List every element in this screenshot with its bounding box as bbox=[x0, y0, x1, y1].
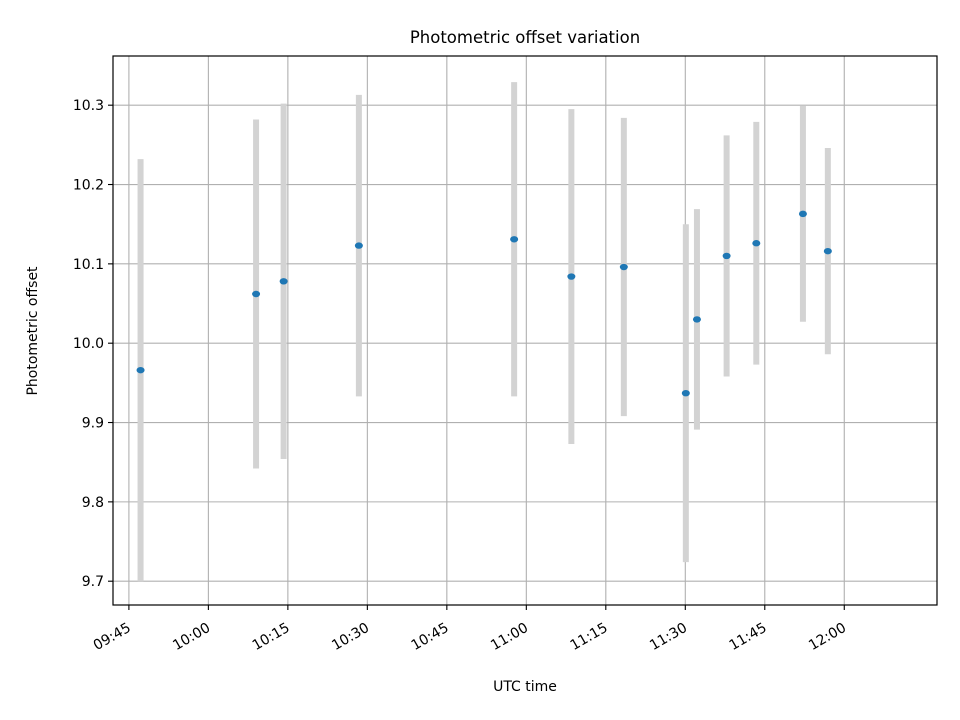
grid-lines bbox=[113, 56, 937, 605]
data-point bbox=[798, 210, 807, 218]
data-point bbox=[619, 263, 628, 271]
data-point bbox=[692, 316, 701, 323]
y-tick-label: 10.3 bbox=[73, 98, 104, 114]
y-tick-label: 10.1 bbox=[73, 257, 104, 273]
data-point bbox=[252, 290, 261, 298]
y-tick-label: 9.7 bbox=[82, 574, 104, 590]
y-tick-label: 10.0 bbox=[73, 336, 104, 352]
y-axis-ticks: 9.7 9.8 9.9 10.0 10.1 10.2 10.3 bbox=[73, 98, 113, 590]
y-tick-label: 9.9 bbox=[82, 416, 104, 432]
data-point bbox=[354, 242, 363, 249]
y-axis-label: Photometric offset bbox=[25, 266, 41, 396]
x-axis-label: UTC time bbox=[493, 679, 557, 695]
data-point bbox=[510, 236, 519, 243]
data-points bbox=[136, 210, 832, 397]
data-point bbox=[823, 247, 832, 255]
data-point bbox=[136, 366, 145, 374]
data-point bbox=[752, 240, 761, 247]
data-point bbox=[279, 278, 288, 285]
y-tick-label: 10.2 bbox=[73, 178, 104, 194]
chart-title: Photometric offset variation bbox=[410, 28, 640, 47]
y-tick-label: 9.8 bbox=[82, 495, 104, 511]
data-point bbox=[567, 273, 576, 280]
data-point bbox=[722, 252, 731, 260]
data-point bbox=[681, 389, 690, 397]
plot-frame bbox=[112, 55, 938, 606]
